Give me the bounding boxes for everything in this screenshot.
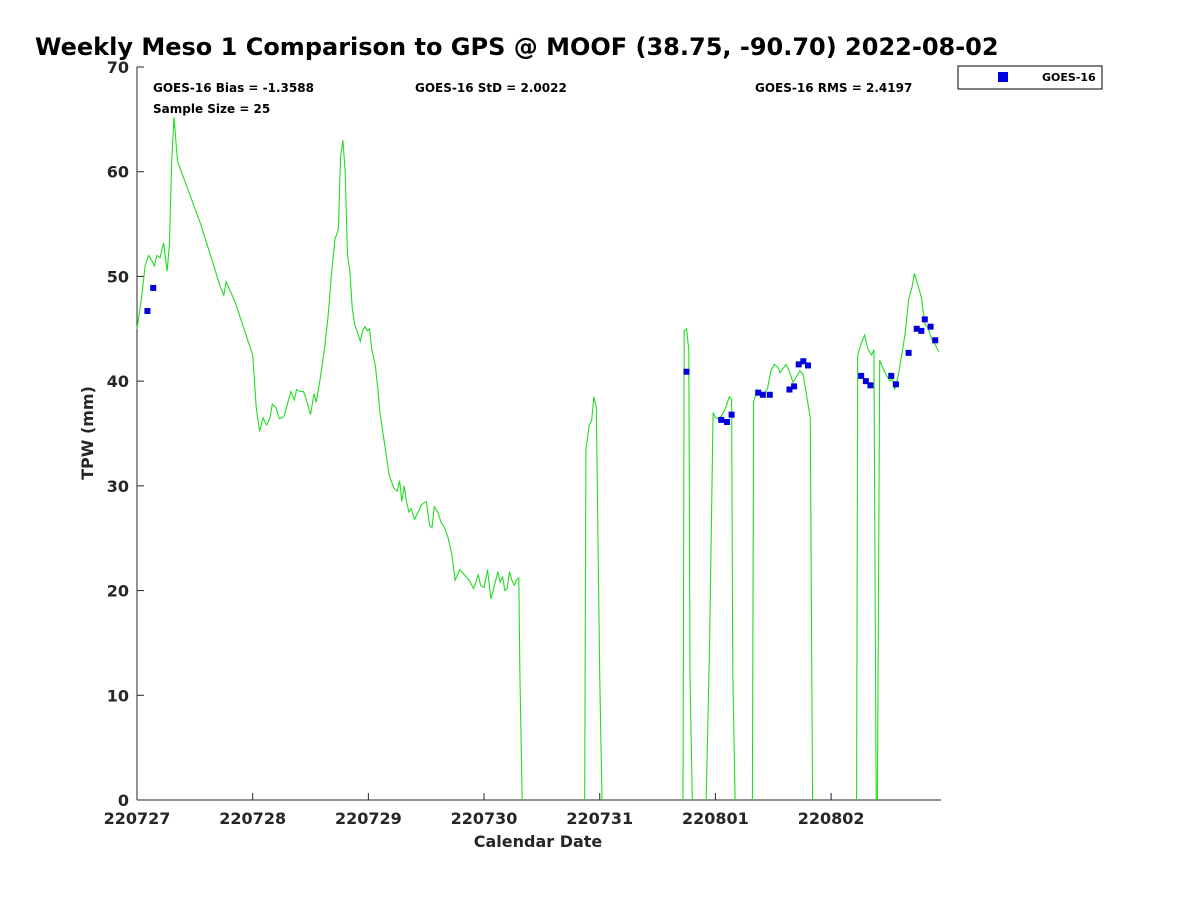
goes16-point <box>905 349 912 356</box>
x-tick-label: 220729 <box>335 809 402 828</box>
x-axis-label: Calendar Date <box>474 832 603 851</box>
goes16-point <box>791 383 798 390</box>
x-tick-label: 220802 <box>798 809 865 828</box>
y-tick-label: 70 <box>107 58 129 77</box>
goes16-point <box>786 386 793 393</box>
y-tick-label: 40 <box>107 372 129 391</box>
goes16-point <box>766 391 773 398</box>
stat-rms: GOES-16 RMS = 2.4197 <box>755 81 912 95</box>
stat-std: GOES-16 StD = 2.0022 <box>415 81 567 95</box>
y-tick-label: 10 <box>107 686 129 705</box>
goes16-point <box>759 391 766 398</box>
goes16-point <box>800 358 807 365</box>
goes16-point <box>862 378 869 385</box>
plot-area: 0 10 20 30 40 50 60 70 220727 220728 220729 220730 2… <box>104 58 941 828</box>
x-tick-label: 220728 <box>219 809 286 828</box>
stat-sample-size: Sample Size = 25 <box>153 102 270 116</box>
y-tick-label: 50 <box>107 267 129 286</box>
goes16-point <box>144 307 151 314</box>
goes16-point <box>888 372 895 379</box>
goes16-point <box>718 416 725 423</box>
y-tick-label: 30 <box>107 477 129 496</box>
x-tick-label: 220801 <box>682 809 749 828</box>
goes16-point <box>723 418 730 425</box>
x-tick-label: 220727 <box>104 809 171 828</box>
legend: GOES-16 <box>957 65 1103 90</box>
goes16-point <box>858 372 865 379</box>
y-tick-label: 60 <box>107 163 129 182</box>
legend-marker-goes16 <box>998 72 1008 82</box>
x-tick-label: 220730 <box>451 809 518 828</box>
gps-series-line <box>705 395 736 801</box>
goes16-point <box>892 381 899 388</box>
x-tick-label: 220731 <box>566 809 633 828</box>
gps-series-line <box>751 363 814 801</box>
goes16-point <box>683 368 690 375</box>
gps-series-line <box>584 396 603 801</box>
legend-box <box>957 65 1103 90</box>
chart-title: Weekly Meso 1 Comparison to GPS @ MOOF (… <box>35 33 999 61</box>
stat-bias: GOES-16 Bias = -1.3588 <box>153 81 314 95</box>
gps-series-line <box>136 117 523 801</box>
goes16-point <box>932 337 939 344</box>
goes16-point <box>867 382 874 389</box>
goes16-point <box>921 316 928 323</box>
goes16-point <box>728 411 735 418</box>
y-axis-label: TPW (mm) <box>78 386 97 480</box>
goes16-point <box>150 284 157 291</box>
goes16-point <box>804 362 811 369</box>
y-tick-label: 20 <box>107 582 129 601</box>
goes16-point <box>913 325 920 332</box>
gps-series-line <box>856 333 877 801</box>
gps-series-line <box>682 327 693 801</box>
goes16-point <box>918 327 925 334</box>
goes16-point <box>795 361 802 368</box>
goes16-point <box>755 389 762 396</box>
y-tick-label: 0 <box>118 791 129 810</box>
legend-label-goes16: GOES-16 <box>1042 71 1096 84</box>
goes16-point <box>927 323 934 330</box>
